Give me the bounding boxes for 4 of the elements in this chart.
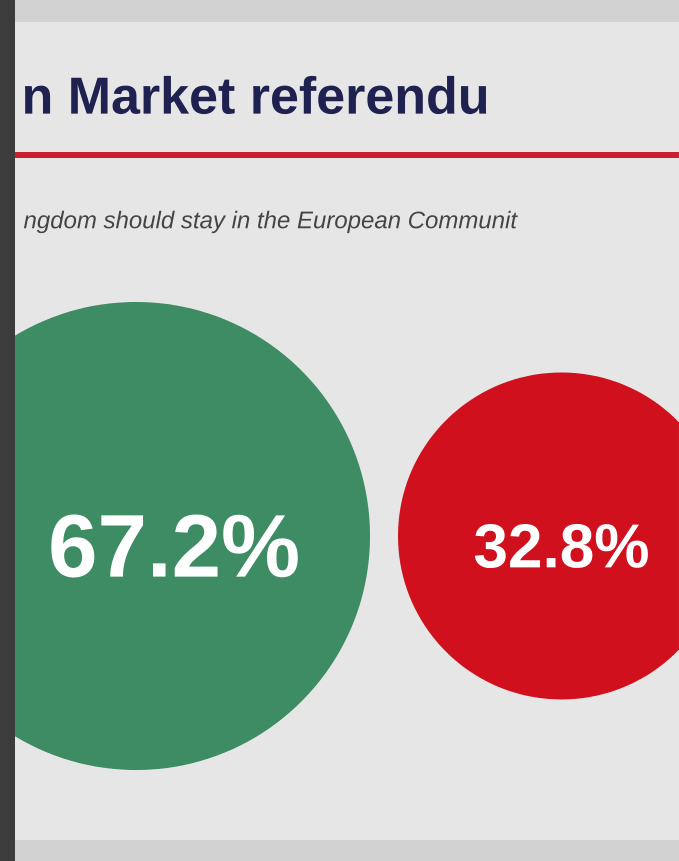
text: n Market referendu (24, 76, 486, 114)
text: ngdom should stay in the European Communit (24, 210, 518, 234)
data-label: 32.8% (474, 524, 648, 568)
data-label: 67.2% (51, 514, 298, 578)
